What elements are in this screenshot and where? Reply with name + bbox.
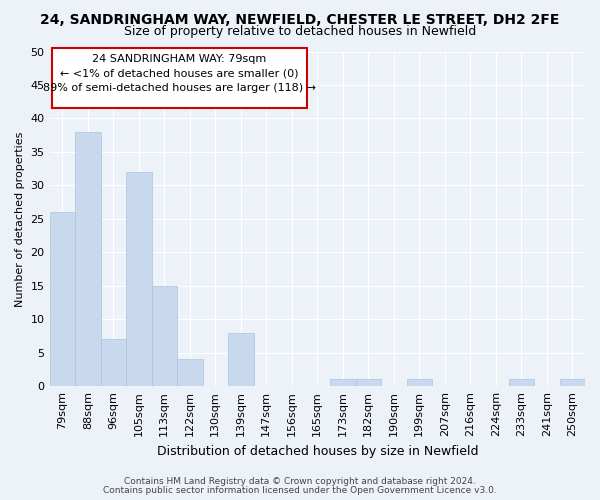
X-axis label: Distribution of detached houses by size in Newfield: Distribution of detached houses by size … [157, 444, 478, 458]
Bar [75, 132, 101, 386]
Bar [50, 212, 75, 386]
Bar [356, 380, 381, 386]
Text: Contains public sector information licensed under the Open Government Licence v3: Contains public sector information licen… [103, 486, 497, 495]
Text: 24, SANDRINGHAM WAY, NEWFIELD, CHESTER LE STREET, DH2 2FE: 24, SANDRINGHAM WAY, NEWFIELD, CHESTER L… [40, 12, 560, 26]
Bar [330, 380, 356, 386]
Bar [228, 332, 254, 386]
Bar [126, 172, 152, 386]
Bar [560, 380, 585, 386]
Bar [177, 360, 203, 386]
Y-axis label: Number of detached properties: Number of detached properties [15, 131, 25, 306]
Text: 24 SANDRINGHAM WAY: 79sqm
← <1% of detached houses are smaller (0)
89% of semi-d: 24 SANDRINGHAM WAY: 79sqm ← <1% of detac… [43, 54, 316, 93]
Bar [101, 340, 126, 386]
Bar [407, 380, 432, 386]
Bar [152, 286, 177, 386]
FancyBboxPatch shape [52, 48, 307, 108]
Text: Contains HM Land Registry data © Crown copyright and database right 2024.: Contains HM Land Registry data © Crown c… [124, 477, 476, 486]
Text: Size of property relative to detached houses in Newfield: Size of property relative to detached ho… [124, 25, 476, 38]
Bar [509, 380, 534, 386]
